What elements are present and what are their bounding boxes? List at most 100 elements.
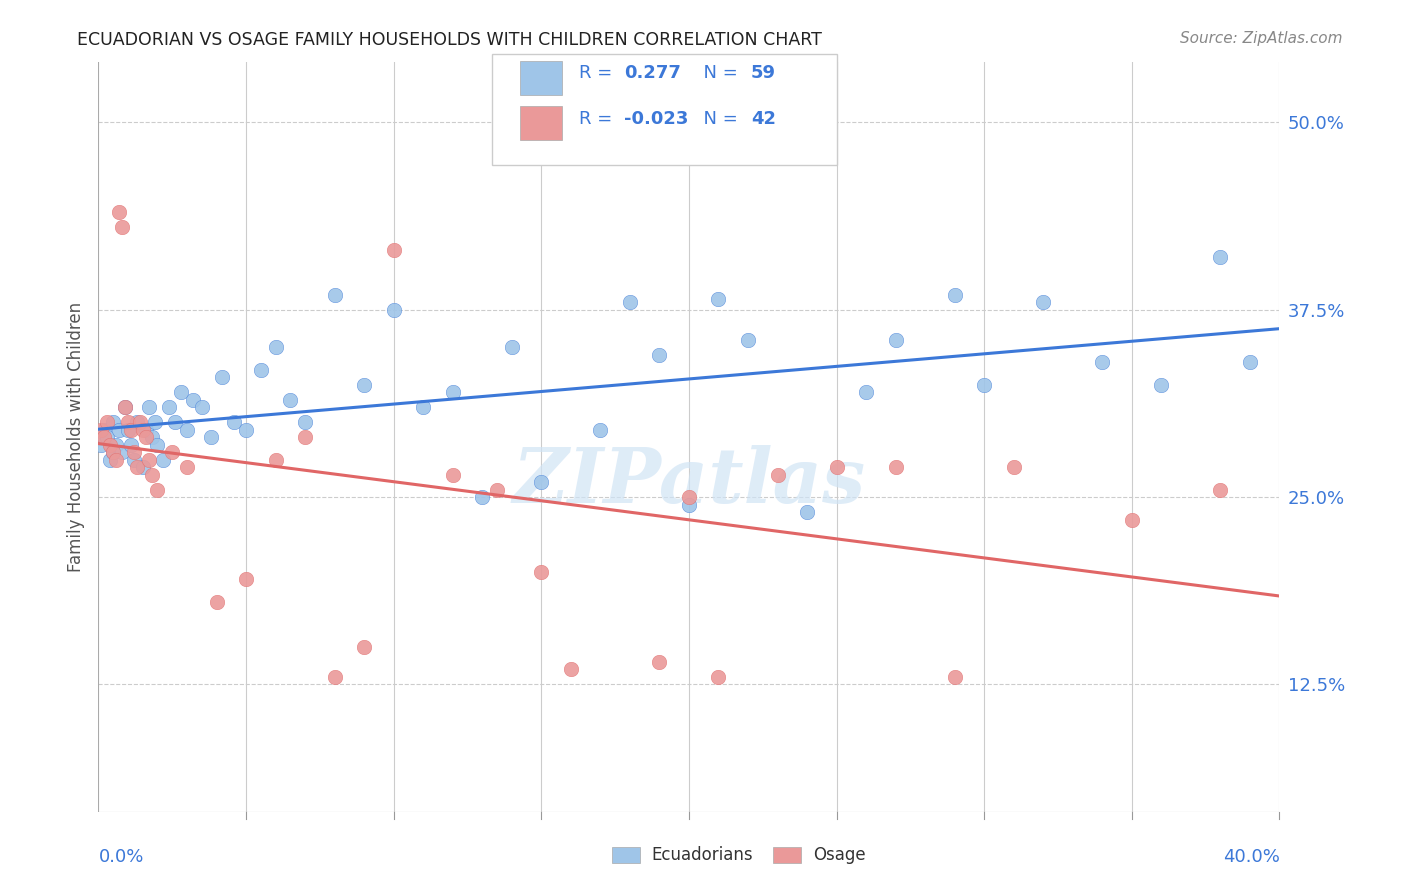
Text: 0.277: 0.277 (624, 64, 681, 82)
Point (138, 452, 160, 467)
Point (176, 460, 198, 475)
Point (165, 415, 187, 429)
Text: Source: ZipAtlas.com: Source: ZipAtlas.com (1180, 31, 1343, 46)
Text: Ecuadorians: Ecuadorians (651, 847, 752, 864)
Point (855, 385, 877, 400)
Point (105, 452, 128, 467)
Point (141, 430, 163, 444)
Point (122, 452, 145, 467)
Point (589, 423, 612, 437)
Point (108, 423, 131, 437)
Point (884, 333, 907, 347)
Point (1209, 483, 1232, 497)
Point (943, 287, 966, 301)
Point (120, 437, 142, 451)
Point (96, 430, 118, 444)
Point (152, 452, 174, 467)
Point (1091, 355, 1114, 369)
Point (205, 595, 228, 609)
Point (1002, 460, 1025, 475)
Point (111, 220, 134, 235)
Text: N =: N = (692, 110, 744, 128)
Point (90, 423, 112, 437)
Point (211, 370, 233, 384)
Point (93, 430, 115, 444)
Point (530, 565, 553, 579)
Point (530, 475, 553, 489)
Point (648, 655, 671, 669)
Point (138, 400, 160, 414)
Point (132, 460, 155, 475)
Point (294, 430, 316, 444)
Point (191, 400, 214, 414)
Point (707, 670, 730, 684)
Point (98, 437, 121, 451)
Point (90, 437, 112, 451)
Point (323, 287, 346, 301)
Text: ECUADORIAN VS OSAGE FAMILY HOUSEHOLDS WITH CHILDREN CORRELATION CHART: ECUADORIAN VS OSAGE FAMILY HOUSEHOLDS WI… (77, 31, 823, 49)
Point (471, 490, 494, 504)
Y-axis label: Family Households with Children: Family Households with Children (66, 302, 84, 572)
Point (619, 295, 641, 310)
Point (117, 423, 139, 437)
Text: -0.023: -0.023 (624, 110, 689, 128)
Point (707, 292, 730, 306)
Point (105, 437, 128, 451)
Point (560, 662, 582, 676)
Point (170, 385, 193, 400)
Point (678, 498, 700, 512)
Point (114, 400, 136, 414)
Point (796, 505, 818, 519)
Point (103, 445, 125, 459)
Point (486, 483, 509, 497)
Point (176, 423, 198, 437)
Point (128, 415, 150, 429)
Point (678, 490, 700, 504)
Point (181, 392, 204, 407)
Point (146, 483, 169, 497)
Point (353, 640, 375, 654)
Point (441, 385, 464, 400)
Point (162, 445, 183, 459)
Point (125, 460, 148, 475)
Point (117, 415, 139, 429)
Point (103, 415, 125, 429)
Point (382, 302, 405, 317)
Point (1239, 355, 1261, 369)
Point (250, 362, 273, 376)
Point (264, 340, 287, 354)
Point (135, 423, 157, 437)
Point (501, 340, 523, 354)
Point (141, 467, 163, 482)
Text: R =: R = (579, 110, 619, 128)
Text: 59: 59 (751, 64, 776, 82)
Text: 40.0%: 40.0% (1223, 847, 1279, 865)
Point (146, 437, 169, 451)
Point (120, 423, 142, 437)
Text: N =: N = (692, 64, 744, 82)
Point (108, 205, 131, 219)
Text: Osage: Osage (813, 847, 865, 864)
Point (1150, 377, 1173, 392)
Point (122, 445, 145, 459)
Point (96, 415, 118, 429)
Point (98, 452, 121, 467)
Point (648, 348, 671, 362)
Text: R =: R = (579, 64, 619, 82)
Point (132, 423, 155, 437)
Point (135, 430, 157, 444)
Text: 0.0%: 0.0% (98, 847, 143, 865)
Point (103, 445, 125, 459)
Point (1032, 295, 1054, 310)
Point (200, 430, 222, 444)
Point (441, 467, 464, 482)
Point (825, 460, 848, 475)
Point (943, 670, 966, 684)
Point (1121, 512, 1143, 526)
Point (235, 573, 257, 587)
Point (264, 452, 287, 467)
Point (323, 670, 346, 684)
Point (235, 423, 257, 437)
Point (111, 445, 134, 459)
Point (93, 423, 115, 437)
